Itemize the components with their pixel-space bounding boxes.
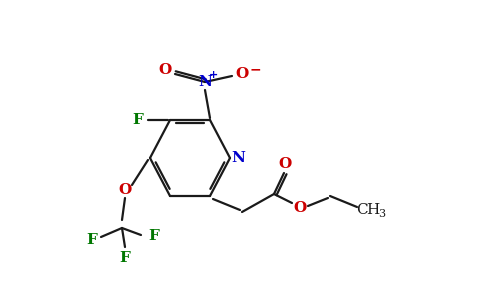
Text: F: F [149, 229, 159, 243]
Text: N: N [231, 151, 245, 165]
Text: C: C [356, 203, 368, 217]
Text: O: O [235, 67, 249, 81]
Text: O: O [158, 63, 172, 77]
Text: F: F [120, 251, 130, 265]
Text: −: − [249, 62, 261, 76]
Text: F: F [87, 233, 97, 247]
Text: +: + [210, 70, 219, 80]
Text: 3: 3 [378, 209, 386, 219]
Text: H: H [366, 203, 379, 217]
Text: O: O [293, 201, 307, 215]
Text: N: N [198, 75, 212, 89]
Text: O: O [278, 157, 292, 171]
Text: O: O [119, 183, 132, 197]
Text: F: F [133, 113, 143, 127]
